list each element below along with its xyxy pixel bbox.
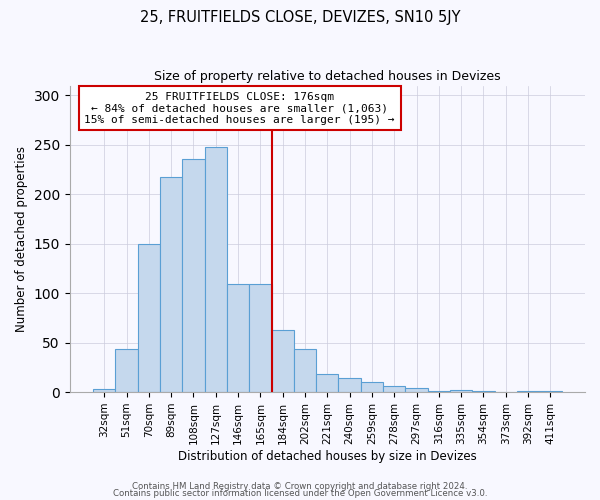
Bar [361, 382, 383, 392]
Bar [93, 389, 115, 392]
Text: 25 FRUITFIELDS CLOSE: 176sqm
← 84% of detached houses are smaller (1,063)
15% of: 25 FRUITFIELDS CLOSE: 176sqm ← 84% of de… [85, 92, 395, 125]
Bar [539, 391, 562, 392]
Text: Contains HM Land Registry data © Crown copyright and database right 2024.: Contains HM Land Registry data © Crown c… [132, 482, 468, 491]
Bar [272, 330, 294, 392]
Y-axis label: Number of detached properties: Number of detached properties [15, 146, 28, 332]
Bar [294, 348, 316, 392]
Bar [205, 147, 227, 392]
Bar [316, 374, 338, 392]
Bar [517, 391, 539, 392]
Bar [338, 378, 361, 392]
Title: Size of property relative to detached houses in Devizes: Size of property relative to detached ho… [154, 70, 500, 83]
Bar [160, 176, 182, 392]
Bar [137, 244, 160, 392]
Bar [472, 391, 494, 392]
Bar [450, 390, 472, 392]
Bar [249, 284, 272, 392]
Text: Contains public sector information licensed under the Open Government Licence v3: Contains public sector information licen… [113, 490, 487, 498]
Bar [406, 388, 428, 392]
Bar [383, 386, 406, 392]
Bar [115, 348, 137, 392]
Text: 25, FRUITFIELDS CLOSE, DEVIZES, SN10 5JY: 25, FRUITFIELDS CLOSE, DEVIZES, SN10 5JY [140, 10, 460, 25]
X-axis label: Distribution of detached houses by size in Devizes: Distribution of detached houses by size … [178, 450, 477, 462]
Bar [227, 284, 249, 392]
Bar [182, 158, 205, 392]
Bar [428, 391, 450, 392]
